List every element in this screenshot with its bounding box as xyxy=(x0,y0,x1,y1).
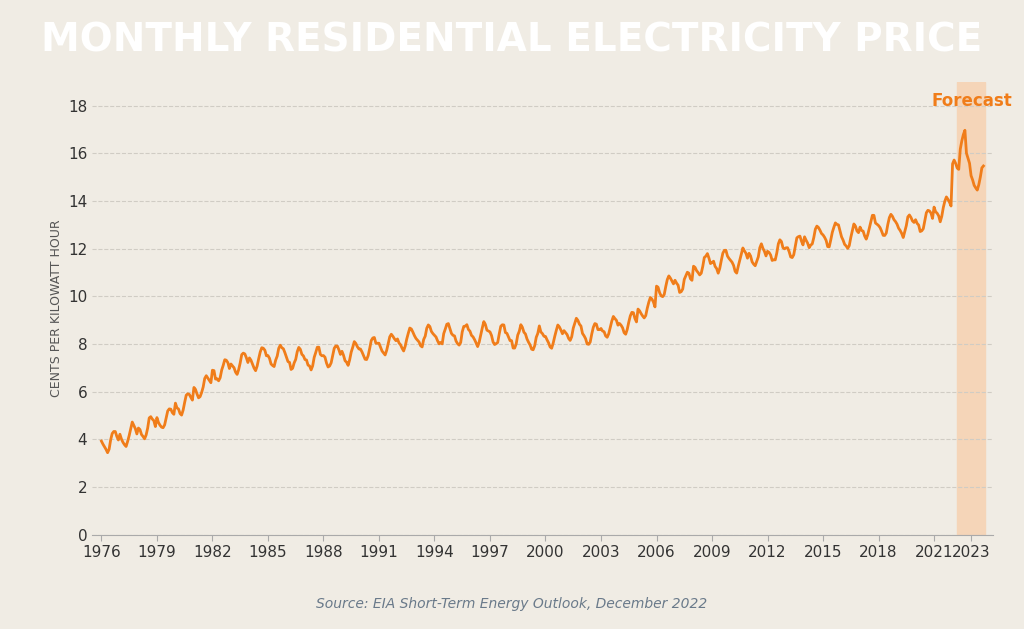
Bar xyxy=(957,82,985,535)
Text: MONTHLY RESIDENTIAL ELECTRICITY PRICE: MONTHLY RESIDENTIAL ELECTRICITY PRICE xyxy=(41,22,983,60)
Text: Source: EIA Short-Term Energy Outlook, December 2022: Source: EIA Short-Term Energy Outlook, D… xyxy=(316,597,708,611)
Y-axis label: CENTS PER KILOWATT HOUR: CENTS PER KILOWATT HOUR xyxy=(50,220,63,397)
Text: Forecast: Forecast xyxy=(932,92,1013,110)
